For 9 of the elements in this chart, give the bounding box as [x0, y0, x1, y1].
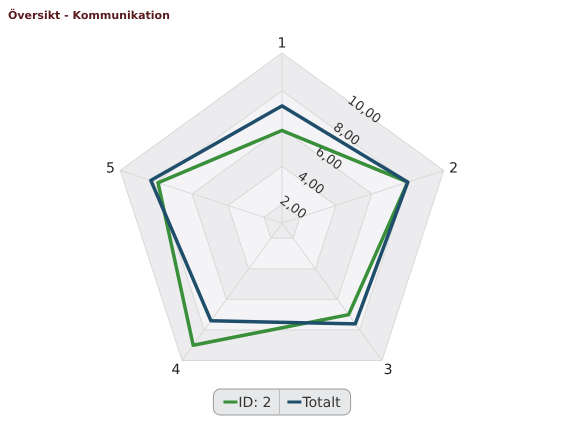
legend-label: Totalt [301, 395, 342, 411]
spoke-label: 4 [172, 362, 181, 378]
chart-title: Översikt - Kommunikation [8, 8, 170, 22]
spoke-label: 5 [106, 160, 115, 176]
spoke-label: 3 [384, 362, 392, 378]
spoke-label: 1 [278, 36, 286, 52]
legend-label: ID: 2 [238, 395, 272, 411]
spoke-label: 2 [449, 160, 458, 176]
y-tick-label: 8,00 [330, 120, 362, 150]
